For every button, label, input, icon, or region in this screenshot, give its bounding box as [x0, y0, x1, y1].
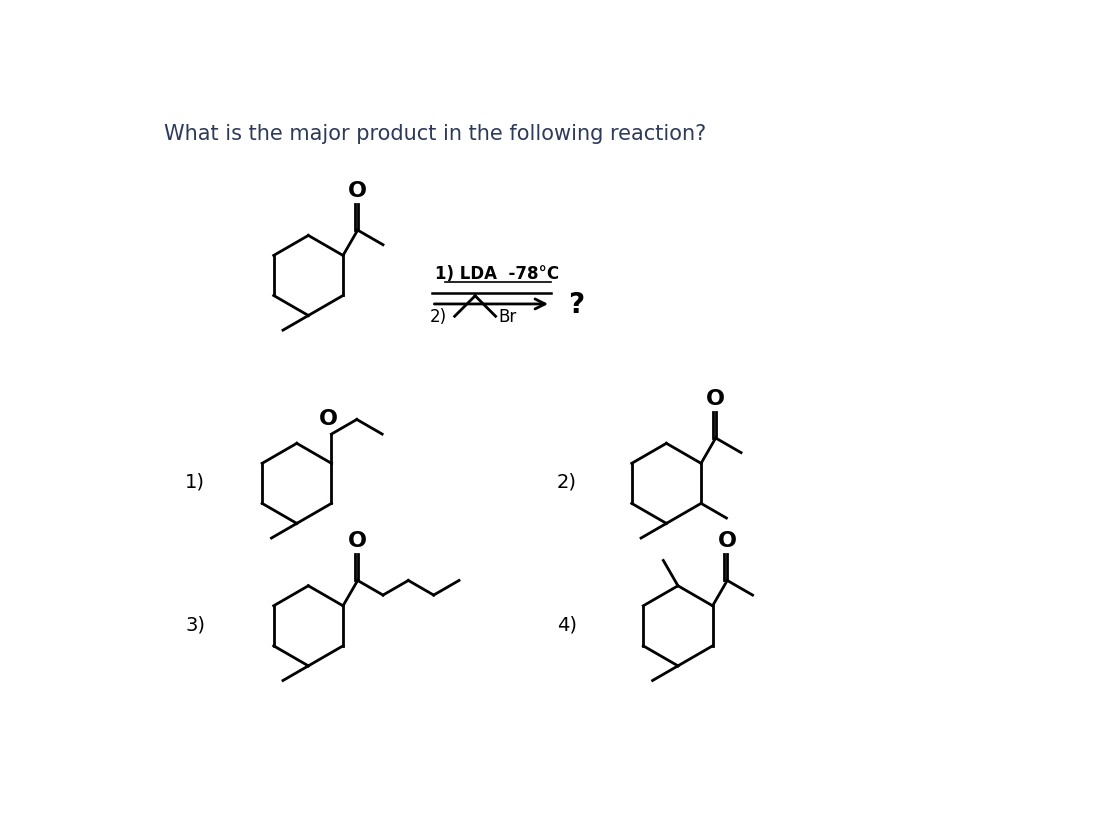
- Text: Br: Br: [498, 308, 517, 326]
- Text: 4): 4): [557, 615, 577, 634]
- Text: O: O: [348, 531, 367, 551]
- Text: O: O: [718, 531, 737, 551]
- Text: O: O: [707, 389, 726, 409]
- Text: O: O: [319, 409, 338, 428]
- Text: 2): 2): [557, 472, 577, 491]
- Text: 3): 3): [185, 615, 205, 634]
- Text: 2): 2): [430, 308, 447, 326]
- Text: What is the major product in the following reaction?: What is the major product in the followi…: [165, 124, 707, 144]
- Text: 1): 1): [185, 472, 205, 491]
- Text: ?: ?: [568, 290, 584, 318]
- Text: 1) LDA  -78°C: 1) LDA -78°C: [436, 265, 560, 283]
- Text: O: O: [348, 181, 367, 201]
